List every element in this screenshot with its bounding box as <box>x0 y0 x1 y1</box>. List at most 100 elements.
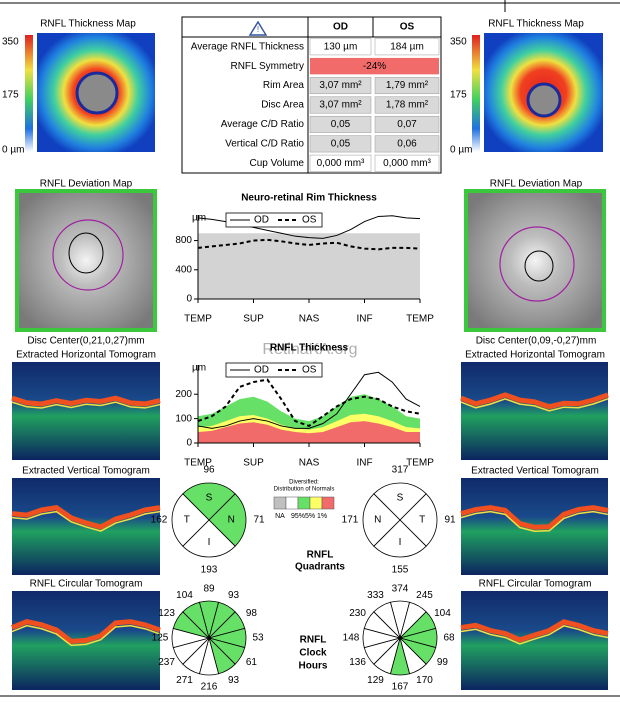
clock-value: 245 <box>416 590 433 601</box>
quadrant-value: 162 <box>151 515 168 526</box>
clock-value: 104 <box>176 590 193 601</box>
scale-label: 0 µm <box>2 145 24 156</box>
y-tick-label: 800 <box>175 235 192 246</box>
legend-label: OD <box>254 365 269 376</box>
retina-layer <box>460 625 609 645</box>
cell <box>309 115 372 133</box>
cell <box>374 38 440 56</box>
cell-value: 0,05 <box>331 138 351 149</box>
y-axis-label: µm <box>192 363 206 374</box>
clock-value: 98 <box>246 608 258 619</box>
series-line <box>197 238 421 251</box>
cell-value: 184 µm <box>390 41 424 52</box>
legend-label: 5% <box>305 513 315 520</box>
clock-value: 333 <box>367 590 384 601</box>
clock-value: 99 <box>437 657 449 668</box>
scale-label: 0 µm <box>450 145 472 156</box>
table-header: OD <box>333 22 348 33</box>
tomogram-title: Extracted Vertical Tomogram <box>22 466 150 477</box>
tomogram-title: Extracted Horizontal Tomogram <box>16 350 156 361</box>
tomogram-image <box>461 591 608 690</box>
clock-value: 61 <box>246 657 258 668</box>
sector <box>373 519 427 558</box>
retina-layer <box>11 395 161 407</box>
x-tick-label: NAS <box>299 458 320 469</box>
row-label: Disc Area <box>261 100 304 111</box>
sector <box>208 493 247 547</box>
retina-layer <box>11 619 161 644</box>
clock-value: 216 <box>201 682 218 693</box>
quadrant-letter: T <box>184 515 190 526</box>
watermark: RetinaKA.org <box>262 341 357 358</box>
tomogram-title: RNFL Circular Tomogram <box>479 579 592 590</box>
x-tick-label: INF <box>356 458 372 469</box>
cell-value: 1,79 mm² <box>386 80 429 91</box>
x-tick-label: INF <box>356 314 372 325</box>
clock-value: 125 <box>152 633 169 644</box>
quadrant-letter: S <box>206 492 213 503</box>
clock-title: Clock <box>299 648 327 659</box>
retina-layer <box>460 505 609 530</box>
retina-layer <box>11 510 161 532</box>
cell-value: 3,07 mm² <box>319 100 362 111</box>
disc-center: Disc Center(0,21,0,27)mm <box>27 336 144 347</box>
clock-value: 167 <box>392 682 409 693</box>
legend-label: 95% <box>291 513 305 520</box>
cell <box>309 154 372 172</box>
scale-label: 175 <box>450 90 467 101</box>
x-tick-label: SUP <box>243 458 264 469</box>
quadrant-letter: N <box>228 515 235 526</box>
legend-label: OS <box>302 365 317 376</box>
legend-box <box>225 362 323 378</box>
deviation-image <box>464 189 606 332</box>
cell <box>374 96 440 114</box>
quadrant-letter: I <box>208 537 211 548</box>
quadrant-value: 171 <box>342 515 359 526</box>
cell-value: 0,000 mm³ <box>317 158 365 169</box>
retina-layer <box>460 392 609 410</box>
y-tick-label: 0 <box>186 438 192 449</box>
legend-title: Diversified: <box>289 480 319 486</box>
disc-outline <box>68 232 104 274</box>
clock-value: 170 <box>416 675 433 686</box>
x-tick-label: NAS <box>299 314 320 325</box>
series-line <box>197 378 421 428</box>
cell <box>309 38 372 56</box>
quadrants-title: RNFL <box>307 550 334 561</box>
row-label: Rim Area <box>263 80 305 91</box>
clock-value: 148 <box>343 633 360 644</box>
row-label: Average RNFL Thickness <box>191 41 304 52</box>
map-title: RNFL Deviation Map <box>490 179 583 190</box>
legend-label: OS <box>302 215 317 226</box>
clock-value: 136 <box>349 657 366 668</box>
x-tick-label: TEMP <box>184 458 212 469</box>
tomogram-images <box>11 362 609 690</box>
quadrant-value: 96 <box>203 465 215 476</box>
clock-value: 53 <box>252 633 264 644</box>
map-title: RNFL Thickness Map <box>488 19 584 30</box>
tomogram-title: Extracted Horizontal Tomogram <box>465 350 605 361</box>
legend-label: NA <box>275 513 285 520</box>
legend-swatch <box>297 496 311 510</box>
quadrants-title: Quadrants <box>295 562 345 573</box>
cell-value: 130 µm <box>324 41 358 52</box>
scale-label: 175 <box>2 90 19 101</box>
clock-value: 89 <box>203 584 215 595</box>
map-title: RNFL Deviation Map <box>40 179 133 190</box>
scale-bar <box>25 35 33 152</box>
legend-label: 1% <box>317 513 327 520</box>
row-label: Average C/D Ratio <box>221 119 305 130</box>
sector <box>373 482 427 521</box>
retina-layer <box>460 619 609 643</box>
y-tick-label: 200 <box>175 389 192 400</box>
scan-circle <box>52 219 124 291</box>
sector <box>182 482 236 521</box>
cell <box>309 77 372 95</box>
warning-icon <box>248 20 268 36</box>
scale-label: 350 <box>450 37 467 48</box>
legend-swatch <box>321 496 335 510</box>
y-tick-label: 400 <box>175 264 192 275</box>
x-tick-label: TEMP <box>184 314 212 325</box>
